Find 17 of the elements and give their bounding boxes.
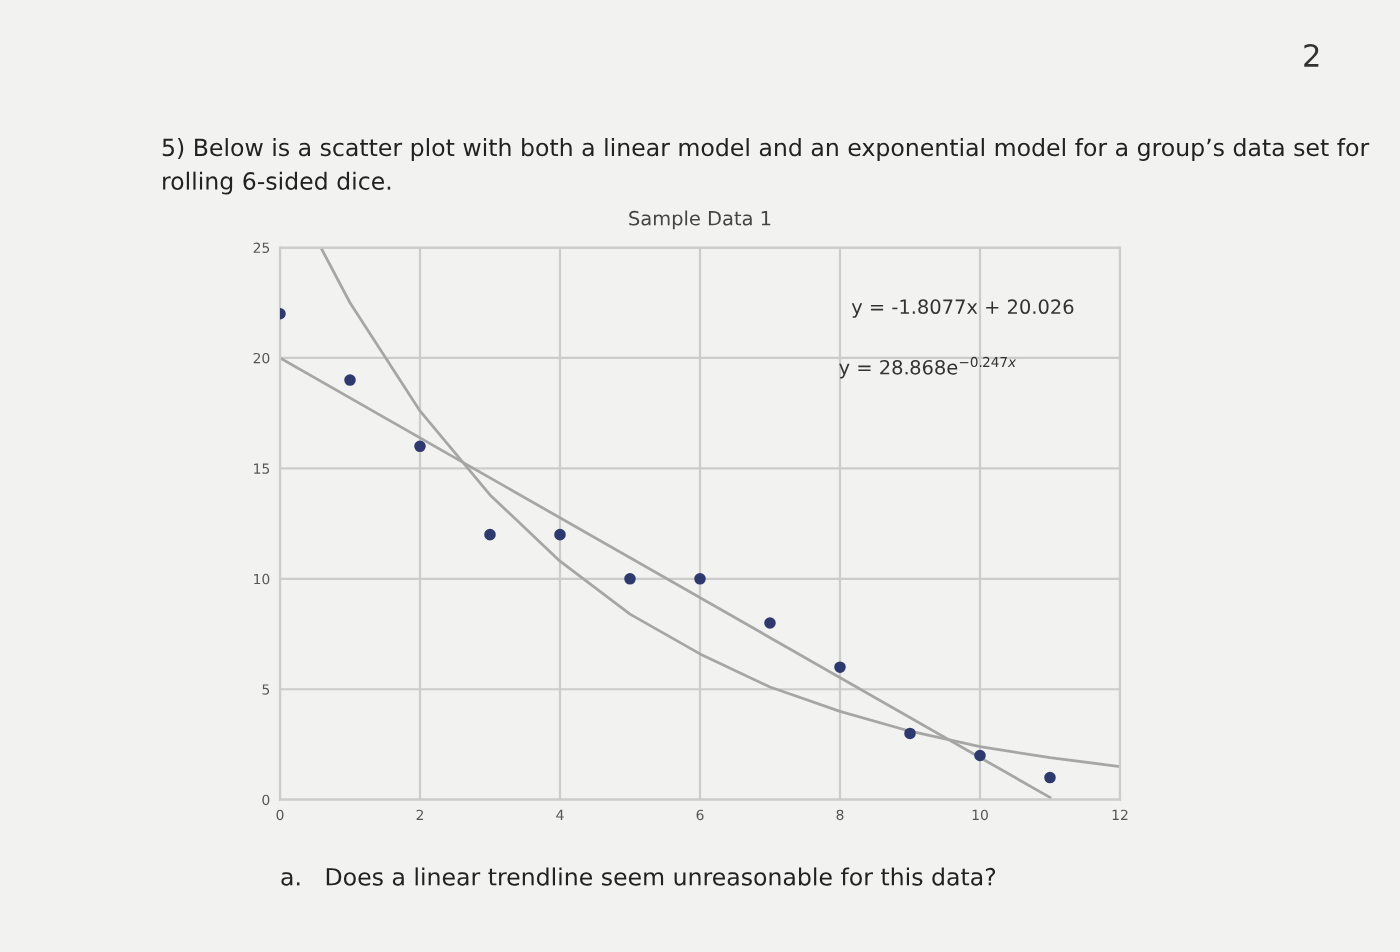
point — [974, 749, 986, 762]
point — [834, 661, 846, 673]
chart-title: Sample Data 1 — [629, 210, 771, 230]
point — [624, 573, 636, 585]
text: 2 — [1304, 43, 1319, 67]
point — [554, 528, 566, 541]
point — [414, 440, 426, 453]
point — [694, 573, 706, 585]
point — [764, 617, 776, 629]
point — [904, 727, 916, 740]
text: a. Does a linear trendline seem unreasonable for this data? — [281, 867, 996, 886]
point — [1044, 771, 1056, 784]
annotation: y = -1.8077x + 20.026 — [851, 299, 1074, 318]
point — [344, 374, 356, 386]
point — [484, 528, 496, 541]
annotation: y = 28.868e$^{−0.247x}$ — [839, 356, 1017, 379]
text: 5) Below is a scatter plot with both a linear model and an exponential model for a group’s data set for rolling 6-sided dice. — [162, 138, 1370, 195]
